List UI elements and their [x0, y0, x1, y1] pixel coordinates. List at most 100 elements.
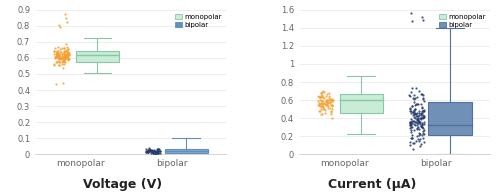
Point: [411, 104, 419, 107]
Point: [145, 147, 153, 150]
Point: [322, 94, 330, 97]
Point: [142, 150, 150, 153]
Point: [415, 127, 423, 130]
Point: [146, 149, 154, 152]
Point: [416, 120, 424, 123]
Point: [319, 102, 327, 105]
Point: [54, 53, 62, 57]
Point: [407, 124, 415, 127]
Point: [408, 119, 416, 122]
Point: [61, 53, 69, 56]
Point: [144, 150, 152, 153]
Point: [328, 103, 336, 106]
Point: [408, 105, 416, 108]
Point: [60, 51, 68, 54]
Point: [144, 150, 152, 153]
Point: [417, 125, 425, 128]
Point: [414, 114, 422, 117]
Point: [154, 149, 162, 152]
Point: [64, 52, 72, 55]
Point: [418, 109, 426, 112]
Point: [418, 115, 426, 119]
Point: [418, 126, 426, 129]
Point: [406, 94, 414, 97]
Point: [420, 108, 428, 112]
Point: [415, 140, 423, 143]
Point: [314, 94, 322, 97]
Point: [410, 108, 418, 111]
Point: [414, 137, 422, 141]
Point: [326, 97, 334, 100]
Point: [320, 106, 328, 109]
Point: [408, 134, 416, 137]
Point: [56, 56, 64, 59]
Point: [50, 52, 58, 56]
Point: [60, 52, 68, 55]
Point: [316, 112, 324, 115]
Point: [327, 109, 335, 112]
Point: [410, 129, 418, 132]
Point: [326, 107, 334, 110]
Point: [412, 113, 420, 116]
Point: [318, 94, 326, 97]
Point: [60, 55, 68, 58]
Point: [154, 152, 162, 155]
Point: [420, 109, 428, 112]
Point: [408, 136, 416, 140]
Point: [412, 122, 420, 125]
Point: [154, 152, 162, 155]
Point: [58, 50, 66, 53]
Point: [407, 117, 415, 120]
Point: [406, 122, 414, 125]
Point: [58, 57, 66, 60]
Point: [407, 109, 415, 113]
Point: [52, 50, 60, 53]
Point: [62, 42, 70, 45]
Point: [62, 49, 70, 52]
Point: [53, 53, 61, 57]
Point: [416, 145, 424, 148]
Point: [418, 125, 426, 129]
Point: [324, 105, 332, 108]
Point: [58, 66, 66, 69]
Point: [324, 102, 332, 105]
Point: [407, 131, 415, 134]
Legend: monopolar, bipolar: monopolar, bipolar: [438, 13, 486, 28]
Point: [154, 148, 162, 151]
Point: [64, 52, 72, 55]
Point: [56, 55, 64, 58]
Point: [414, 118, 422, 121]
Point: [64, 52, 72, 55]
Point: [314, 104, 322, 107]
Point: [420, 115, 428, 118]
Point: [410, 112, 418, 115]
Point: [154, 151, 162, 154]
Point: [142, 147, 150, 151]
Point: [420, 131, 428, 134]
Point: [411, 120, 419, 124]
Point: [56, 26, 64, 29]
Point: [63, 55, 71, 58]
Point: [322, 104, 330, 107]
Point: [60, 55, 68, 58]
Point: [420, 128, 428, 131]
Point: [328, 98, 336, 102]
Point: [152, 152, 160, 156]
Point: [324, 98, 332, 101]
Point: [54, 50, 62, 53]
Point: [144, 149, 152, 152]
Point: [319, 100, 327, 103]
Point: [56, 51, 64, 54]
Point: [320, 95, 328, 98]
Point: [420, 120, 428, 124]
Point: [63, 55, 71, 58]
Point: [148, 150, 156, 153]
Point: [316, 96, 324, 99]
Point: [410, 111, 418, 114]
Point: [60, 53, 68, 56]
Point: [154, 147, 162, 150]
Point: [322, 108, 330, 112]
Point: [62, 17, 70, 20]
Point: [61, 58, 69, 61]
Point: [58, 60, 66, 63]
